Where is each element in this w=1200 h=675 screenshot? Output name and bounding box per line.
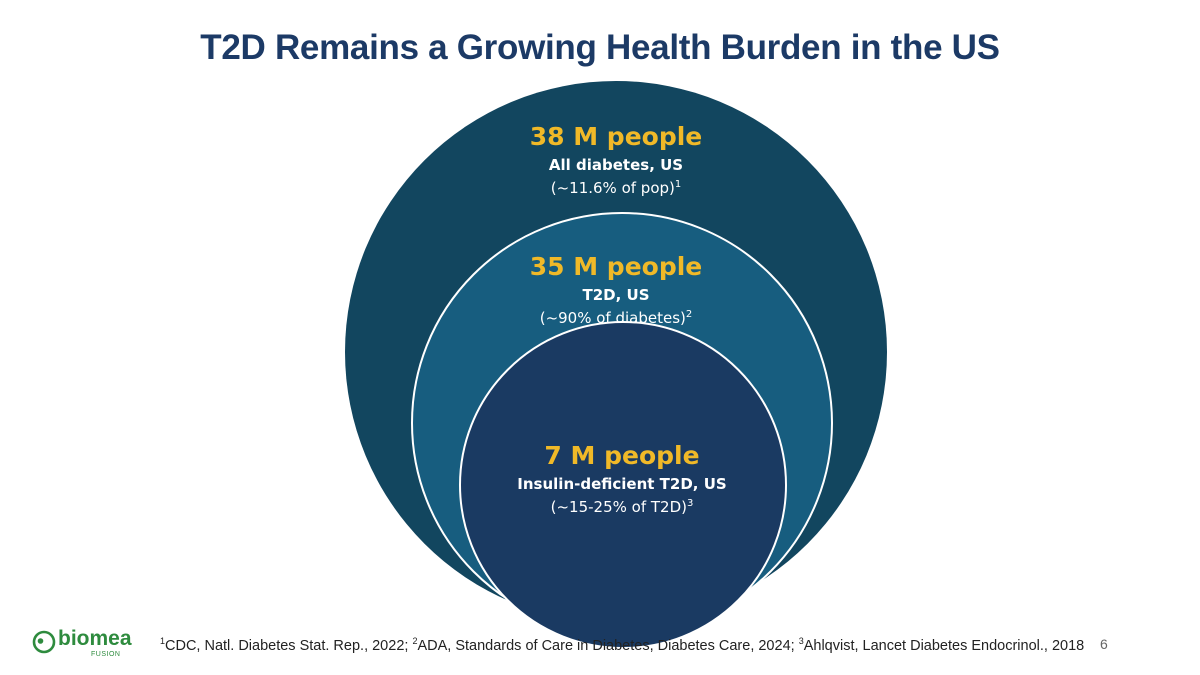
page-number: 6: [1100, 636, 1108, 652]
outer-value: 38 M people: [530, 122, 703, 151]
biomea-cell-icon: [32, 630, 56, 654]
middle-label: T2D, US: [582, 286, 649, 304]
middle-value: 35 M people: [530, 252, 703, 281]
outer-ref: 1: [675, 179, 681, 190]
ref3-number: 3: [798, 636, 804, 646]
inner-note: (~15-25% of T2D)3: [551, 498, 694, 516]
slide-title: T2D Remains a Growing Health Burden in t…: [200, 28, 1000, 67]
logo-tagline: FUSION: [91, 651, 121, 658]
inner-ref: 3: [687, 498, 693, 509]
inner-value: 7 M people: [544, 441, 699, 470]
footer-references: 1CDC, Natl. Diabetes Stat. Rep., 2022; 2…: [160, 636, 1084, 654]
ref2-number: 2: [412, 636, 418, 646]
ref2-text: ADA, Standards of Care in Diabetes, Diab…: [417, 637, 799, 654]
ref1-number: 1: [160, 636, 166, 646]
outer-note: (~11.6% of pop)1: [551, 179, 682, 197]
middle-note: (~90% of diabetes)2: [540, 309, 693, 327]
inner-circle-insulin-deficient: [459, 321, 787, 649]
ref3-text: Ahlqvist, Lancet Diabetes Endocrinol., 2…: [803, 637, 1085, 654]
outer-label: All diabetes, US: [549, 156, 683, 174]
logo-wordmark: biomea: [58, 627, 132, 650]
ref1-text: CDC, Natl. Diabetes Stat. Rep., 2022;: [165, 637, 413, 654]
biomea-logo: biomea FUSION: [32, 627, 142, 662]
middle-ref: 2: [686, 309, 692, 320]
inner-label: Insulin-deficient T2D, US: [517, 475, 726, 493]
